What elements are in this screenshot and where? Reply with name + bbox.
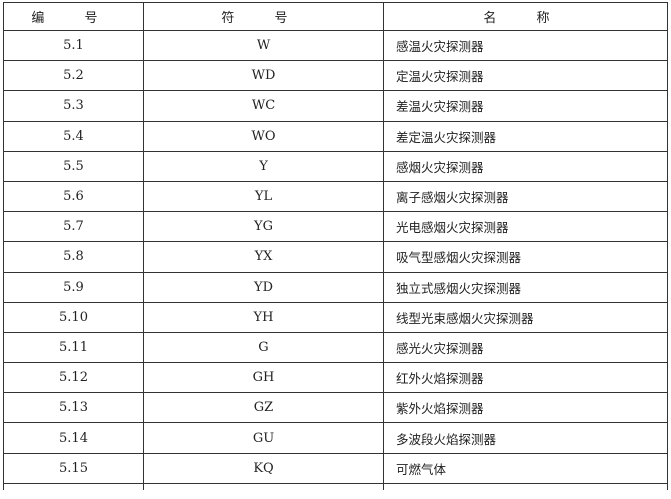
cell-number: 5.13	[3, 392, 144, 424]
cell-empty	[3, 482, 144, 490]
cell-symbol: YL	[143, 180, 384, 213]
table-row: 5.1 W 感温火灾探测器	[3, 29, 668, 62]
cell-number: 5.15	[3, 452, 144, 484]
cell-number: 5.1	[3, 29, 144, 62]
table-row: 5.11 G 感光火灾探测器	[3, 331, 668, 364]
cell-symbol: GZ	[143, 392, 384, 424]
table-row-partial	[3, 482, 668, 490]
header-row: 编 号 符 号 名 称	[3, 2, 668, 31]
header-name: 名 称	[383, 2, 668, 31]
table-row: 5.7 YG 光电感烟火灾探测器	[3, 211, 668, 243]
cell-name: 差定温火灾探测器	[383, 120, 668, 152]
cell-number: 5.6	[3, 180, 144, 213]
table-row: 5.2 WD 定温火灾探测器	[3, 60, 668, 92]
cell-name: 独立式感烟火灾探测器	[383, 271, 668, 303]
table-row: 5.13 GZ 紫外火焰探测器	[3, 392, 668, 424]
cell-symbol: WC	[143, 90, 384, 122]
table-row: 5.3 WC 差温火灾探测器	[3, 90, 668, 122]
cell-name: 线型光束感烟火灾探测器	[383, 301, 668, 333]
cell-symbol: YG	[143, 211, 384, 243]
cell-symbol: YH	[143, 301, 384, 333]
cell-symbol: Y	[143, 150, 384, 182]
table-row: 5.10 YH 线型光束感烟火灾探测器	[3, 301, 668, 333]
cell-number: 5.7	[3, 211, 144, 243]
cell-number: 5.11	[3, 331, 144, 364]
cell-number: 5.14	[3, 422, 144, 454]
cell-symbol: GH	[143, 362, 384, 394]
header-symbol: 符 号	[143, 2, 384, 31]
cell-symbol: G	[143, 331, 384, 364]
cell-name: 光电感烟火灾探测器	[383, 211, 668, 243]
cell-number: 5.2	[3, 60, 144, 92]
cell-name: 紫外火焰探测器	[383, 392, 668, 424]
table-row: 5.4 WO 差定温火灾探测器	[3, 120, 668, 152]
table-row: 5.6 YL 离子感烟火灾探测器	[3, 180, 668, 213]
table-row: 5.12 GH 红外火焰探测器	[3, 362, 668, 394]
cell-symbol: WD	[143, 60, 384, 92]
cell-name: 感温火灾探测器	[383, 29, 668, 62]
cell-symbol: WO	[143, 120, 384, 152]
cell-number: 5.3	[3, 90, 144, 122]
cell-symbol: GU	[143, 422, 384, 454]
cell-empty	[143, 482, 384, 490]
cell-number: 5.12	[3, 362, 144, 394]
cell-name: 差温火灾探测器	[383, 90, 668, 122]
symbol-table: 编 号 符 号 名 称 5.1 W 感温火灾探测器 5.2 WD 定温火灾探测器 5.3 WC…	[3, 2, 668, 490]
cell-empty	[383, 482, 668, 490]
cell-name: 离子感烟火灾探测器	[383, 180, 668, 213]
cell-name: 定温火灾探测器	[383, 60, 668, 92]
table-row: 5.9 YD 独立式感烟火灾探测器	[3, 271, 668, 303]
cell-name: 感烟火灾探测器	[383, 150, 668, 182]
cell-name: 可燃气体	[383, 452, 668, 484]
cell-symbol: KQ	[143, 452, 384, 484]
cell-name: 感光火灾探测器	[383, 331, 668, 364]
cell-number: 5.4	[3, 120, 144, 152]
table-row: 5.8 YX 吸气型感烟火灾探测器	[3, 241, 668, 273]
cell-symbol: YD	[143, 271, 384, 303]
table-row: 5.15 KQ 可燃气体	[3, 452, 668, 484]
cell-name: 红外火焰探测器	[383, 362, 668, 394]
table-row: 5.14 GU 多波段火焰探测器	[3, 422, 668, 454]
header-number: 编 号	[3, 2, 144, 31]
table-row: 5.5 Y 感烟火灾探测器	[3, 150, 668, 182]
cell-number: 5.10	[3, 301, 144, 333]
cell-number: 5.5	[3, 150, 144, 182]
cell-number: 5.9	[3, 271, 144, 303]
cell-symbol: YX	[143, 241, 384, 273]
cell-name: 吸气型感烟火灾探测器	[383, 241, 668, 273]
cell-number: 5.8	[3, 241, 144, 273]
cell-name: 多波段火焰探测器	[383, 422, 668, 454]
cell-symbol: W	[143, 29, 384, 62]
